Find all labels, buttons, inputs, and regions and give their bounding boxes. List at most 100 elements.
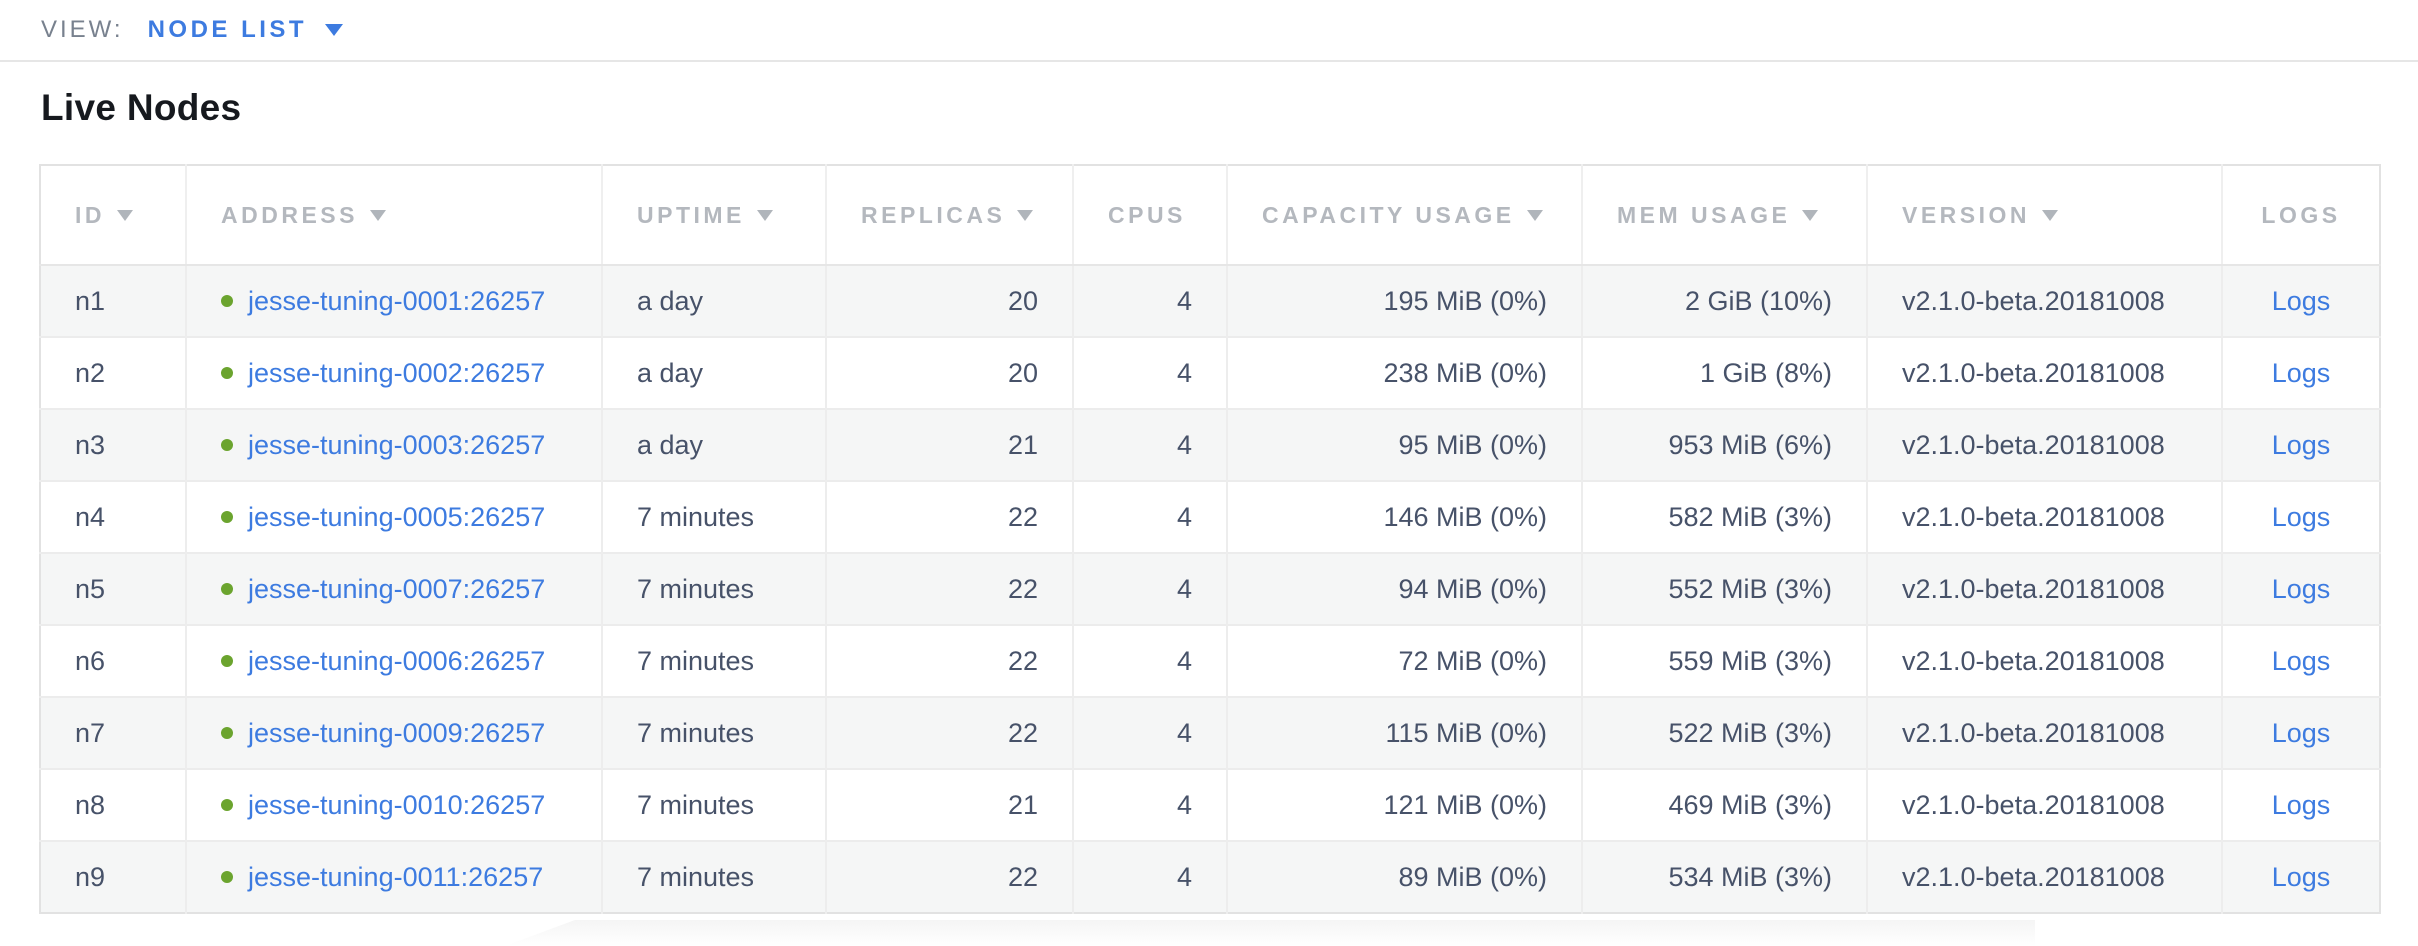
cell-address: jesse-tuning-0010:26257 bbox=[185, 768, 602, 841]
cell-mem: 534 MiB (3%) bbox=[1581, 840, 1867, 913]
cell-version: v2.1.0-beta.20181008 bbox=[1866, 408, 2222, 481]
node-address-link[interactable]: jesse-tuning-0005:26257 bbox=[248, 501, 546, 532]
cell-replicas: 22 bbox=[825, 696, 1073, 769]
cell-capacity: 95 MiB (0%) bbox=[1226, 408, 1582, 481]
cell-id: n9 bbox=[40, 840, 186, 913]
node-logs-link[interactable]: Logs bbox=[2271, 789, 2331, 820]
cell-version: v2.1.0-beta.20181008 bbox=[1866, 624, 2222, 697]
cell-capacity: 146 MiB (0%) bbox=[1226, 480, 1582, 553]
cell-capacity: 115 MiB (0%) bbox=[1226, 696, 1582, 769]
live-nodes-table: ID ADDRESS UPTIME REPLICAS CPUS CAPACITY USAG… bbox=[39, 164, 2381, 914]
cell-replicas: 22 bbox=[825, 552, 1073, 625]
node-logs-link[interactable]: Logs bbox=[2271, 429, 2331, 460]
cell-id: n3 bbox=[40, 408, 186, 481]
cell-address: jesse-tuning-0001:26257 bbox=[185, 265, 602, 337]
cell-logs: Logs bbox=[2221, 696, 2380, 769]
view-selector-dropdown[interactable]: NODE LIST bbox=[148, 16, 344, 44]
cell-uptime: 7 minutes bbox=[601, 480, 826, 553]
node-address-link[interactable]: jesse-tuning-0003:26257 bbox=[248, 429, 546, 460]
node-logs-link[interactable]: Logs bbox=[2271, 285, 2331, 316]
node-address-link[interactable]: jesse-tuning-0006:26257 bbox=[248, 645, 546, 676]
chevron-down-icon bbox=[325, 24, 344, 36]
column-header-id[interactable]: ID bbox=[40, 165, 186, 266]
node-address-link[interactable]: jesse-tuning-0007:26257 bbox=[248, 573, 546, 604]
cell-capacity: 121 MiB (0%) bbox=[1226, 768, 1582, 841]
cell-replicas: 20 bbox=[825, 336, 1073, 409]
cell-logs: Logs bbox=[2221, 336, 2380, 409]
sort-desc-icon bbox=[1802, 209, 1819, 221]
node-address: jesse-tuning-0009:26257 bbox=[221, 718, 567, 749]
node-logs-link[interactable]: Logs bbox=[2271, 573, 2331, 604]
cell-mem: 2 GiB (10%) bbox=[1581, 265, 1867, 337]
cell-mem: 953 MiB (6%) bbox=[1581, 408, 1867, 481]
cell-id: n1 bbox=[40, 265, 186, 337]
table-row-n7: n7 jesse-tuning-0009:26257 7 minutes 22 4 115… bbox=[40, 696, 2380, 769]
table-row-n8: n8 jesse-tuning-0010:26257 7 minutes 21 4 121… bbox=[40, 768, 2380, 841]
column-label-uptime: UPTIME bbox=[637, 201, 745, 228]
cell-address: jesse-tuning-0005:26257 bbox=[185, 480, 602, 553]
cell-logs: Logs bbox=[2221, 840, 2380, 913]
sort-desc-icon bbox=[1017, 209, 1034, 221]
cell-uptime: a day bbox=[601, 336, 826, 409]
cell-capacity: 195 MiB (0%) bbox=[1226, 265, 1582, 337]
cell-address: jesse-tuning-0007:26257 bbox=[185, 552, 602, 625]
cell-uptime: 7 minutes bbox=[601, 840, 826, 913]
column-label-mem: MEM USAGE bbox=[1617, 201, 1791, 228]
cell-id: n2 bbox=[40, 336, 186, 409]
node-address-link[interactable]: jesse-tuning-0009:26257 bbox=[248, 717, 546, 748]
column-header-address[interactable]: ADDRESS bbox=[185, 165, 602, 266]
cell-version: v2.1.0-beta.20181008 bbox=[1866, 552, 2222, 625]
node-live-status-icon bbox=[221, 295, 233, 307]
node-address: jesse-tuning-0010:26257 bbox=[221, 790, 567, 821]
node-address-link[interactable]: jesse-tuning-0001:26257 bbox=[248, 285, 546, 316]
column-header-replicas[interactable]: REPLICAS bbox=[825, 165, 1073, 266]
column-label-cpus: CPUS bbox=[1108, 201, 1186, 228]
cell-id: n7 bbox=[40, 696, 186, 769]
column-header-mem[interactable]: MEM USAGE bbox=[1581, 165, 1867, 266]
node-address: jesse-tuning-0007:26257 bbox=[221, 574, 567, 605]
cell-uptime: 7 minutes bbox=[601, 696, 826, 769]
node-live-status-icon bbox=[221, 511, 233, 523]
node-address: jesse-tuning-0003:26257 bbox=[221, 430, 567, 461]
node-address: jesse-tuning-0001:26257 bbox=[221, 286, 567, 317]
node-logs-link[interactable]: Logs bbox=[2271, 717, 2331, 748]
column-header-version[interactable]: VERSION bbox=[1866, 165, 2222, 266]
node-address: jesse-tuning-0011:26257 bbox=[221, 862, 567, 893]
cell-mem: 559 MiB (3%) bbox=[1581, 624, 1867, 697]
sort-desc-icon bbox=[2042, 209, 2059, 221]
cell-uptime: a day bbox=[601, 408, 826, 481]
cell-replicas: 22 bbox=[825, 480, 1073, 553]
sort-desc-icon bbox=[117, 209, 133, 221]
column-label-capacity: CAPACITY USAGE bbox=[1262, 201, 1515, 228]
column-header-uptime[interactable]: UPTIME bbox=[601, 165, 826, 266]
node-live-status-icon bbox=[221, 439, 233, 451]
cell-id: n5 bbox=[40, 552, 186, 625]
column-label-id: ID bbox=[75, 201, 105, 228]
node-live-status-icon bbox=[221, 727, 233, 739]
node-address-link[interactable]: jesse-tuning-0011:26257 bbox=[248, 861, 544, 892]
page-title: Live Nodes bbox=[41, 87, 242, 128]
column-header-logs: LOGS bbox=[2221, 165, 2380, 266]
cell-address: jesse-tuning-0006:26257 bbox=[185, 624, 602, 697]
cell-id: n4 bbox=[40, 480, 186, 553]
cell-address: jesse-tuning-0009:26257 bbox=[185, 696, 602, 769]
node-logs-link[interactable]: Logs bbox=[2271, 501, 2331, 532]
node-logs-link[interactable]: Logs bbox=[2271, 645, 2331, 676]
view-selected-value: NODE LIST bbox=[147, 16, 308, 43]
cell-replicas: 20 bbox=[825, 265, 1073, 337]
table-row-n6: n6 jesse-tuning-0006:26257 7 minutes 22 4 72 … bbox=[40, 624, 2380, 697]
cell-uptime: a day bbox=[601, 265, 826, 337]
cell-cpus: 4 bbox=[1072, 768, 1227, 841]
node-logs-link[interactable]: Logs bbox=[2271, 357, 2331, 388]
node-address-link[interactable]: jesse-tuning-0002:26257 bbox=[248, 357, 546, 388]
cell-cpus: 4 bbox=[1072, 840, 1227, 913]
cell-cpus: 4 bbox=[1072, 624, 1227, 697]
table-header-row: ID ADDRESS UPTIME REPLICAS CPUS CAPACITY USAG… bbox=[40, 165, 2380, 266]
cell-logs: Logs bbox=[2221, 480, 2380, 553]
cell-replicas: 21 bbox=[825, 768, 1073, 841]
node-logs-link[interactable]: Logs bbox=[2271, 861, 2331, 892]
column-header-capacity[interactable]: CAPACITY USAGE bbox=[1226, 165, 1582, 266]
column-label-address: ADDRESS bbox=[221, 201, 358, 228]
node-address-link[interactable]: jesse-tuning-0010:26257 bbox=[248, 789, 546, 820]
sort-desc-icon bbox=[369, 209, 386, 221]
